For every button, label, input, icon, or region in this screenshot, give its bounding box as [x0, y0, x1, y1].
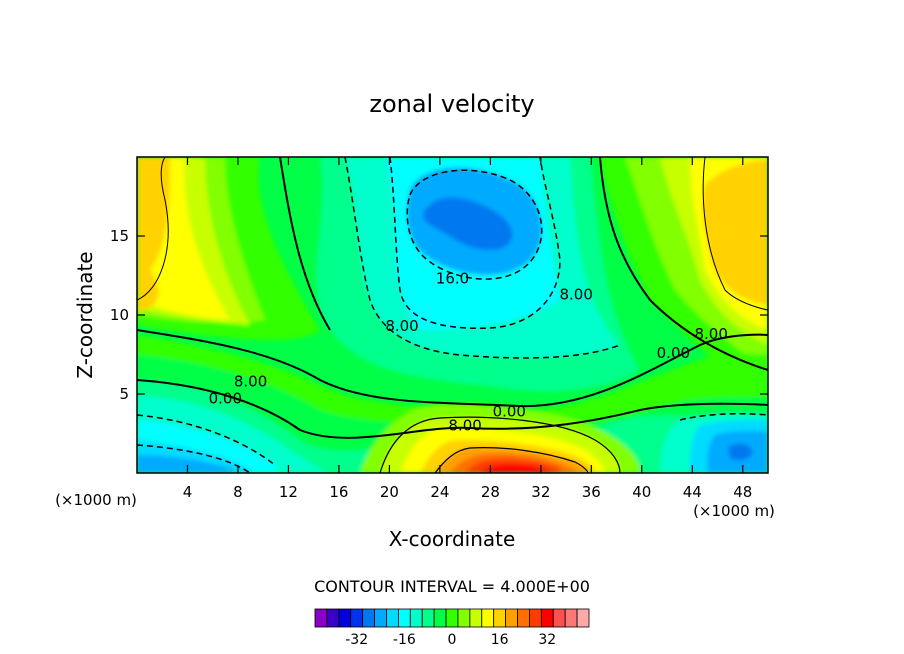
contour-label-group: 0.00	[209, 390, 242, 408]
x-tick-label: 44	[683, 483, 702, 501]
colorbar-swatch	[326, 608, 340, 628]
x-unit-label-right: (×1000 m)	[693, 502, 775, 520]
x-tick-label: 40	[632, 483, 651, 501]
colorbar-tick-label: -16	[393, 632, 416, 648]
contour-label: 0.00	[209, 390, 242, 408]
x-tick-label: 4	[183, 483, 193, 501]
x-tick-label: 24	[430, 483, 449, 501]
contour-line	[434, 447, 589, 473]
contour-lines	[137, 157, 768, 473]
colorbar-swatch	[421, 608, 435, 628]
x-tick-label: 16	[329, 483, 348, 501]
contour-label: 8.00	[448, 417, 481, 435]
contour-label-group: 8.00	[695, 325, 728, 343]
contour-line	[702, 157, 768, 311]
contour-label-group: 8.00	[385, 317, 418, 335]
contour-label: 8.00	[695, 325, 728, 343]
colorbar-swatch	[576, 608, 590, 628]
colorbar-tick-label: 16	[491, 632, 509, 648]
contour-label: 8.00	[385, 317, 418, 335]
plot-area: 16.08.008.00 8.000.008.000.000.008.00	[137, 157, 768, 473]
contour-interval-note: CONTOUR INTERVAL = 4.000E+00	[314, 577, 590, 596]
y-tick-label: 10	[110, 306, 129, 324]
contour-label-group: 8.00	[448, 417, 481, 435]
colorbar-swatch	[350, 608, 364, 628]
x-axis: 4 8 12 16 20 24 28 32 36 40 44 48	[183, 157, 752, 501]
colorbar-swatch	[374, 608, 387, 628]
contour-line	[406, 169, 543, 280]
colorbar-swatch	[314, 608, 328, 628]
contour-line	[389, 157, 561, 329]
colorbar-swatch	[493, 608, 507, 628]
colorbar-swatch	[409, 608, 423, 628]
velocity-field	[137, 157, 768, 473]
contour-line	[137, 329, 768, 408]
contour-line	[137, 414, 276, 466]
x-tick-label: 48	[733, 483, 752, 501]
colorbar-swatch	[564, 608, 578, 628]
colorbar-tick-label: 32	[538, 632, 556, 648]
contour-line	[279, 157, 331, 331]
colorbar-swatch	[386, 608, 399, 628]
colorbar: -32 -16 0 16 32	[314, 608, 590, 648]
contour-label-group: 16.0	[436, 270, 469, 288]
contour-label: 0.00	[657, 344, 690, 362]
x-tick-label: 36	[582, 483, 601, 501]
contour-label-group: 0.00	[657, 344, 690, 362]
contour-label-group: 8.00	[234, 372, 267, 390]
x-tick-label: 32	[531, 483, 550, 501]
x-tick-label: 12	[279, 483, 298, 501]
colorbar-tick-label: 0	[448, 632, 457, 648]
colorbar-swatch	[469, 608, 483, 628]
contour-label: 8.00	[559, 285, 592, 303]
colorbar-swatch	[362, 608, 375, 628]
contour-line	[679, 413, 768, 421]
contour-label: 8.00	[234, 372, 267, 390]
contour-label-group: 0.00	[493, 402, 526, 420]
contour-labels: 16.08.008.00 8.000.008.000.000.008.00	[209, 270, 728, 435]
contour-label-group: 8.00	[559, 285, 592, 303]
x-unit-label-left: (×1000 m)	[55, 491, 137, 509]
contour-line	[137, 444, 251, 473]
contour-line	[137, 379, 768, 439]
x-tick-label: 20	[380, 483, 399, 501]
y-axis: 5 10 15	[110, 227, 768, 403]
colorbar-swatch	[505, 608, 518, 628]
chart-title: zonal velocity	[369, 90, 534, 118]
colorbar-swatch	[481, 608, 495, 628]
y-tick-label: 5	[119, 385, 129, 403]
colorbar-swatch	[457, 608, 471, 628]
contour-line	[599, 157, 768, 371]
colorbar-swatch	[338, 608, 352, 628]
x-tick-label: 28	[481, 483, 500, 501]
contour-line	[344, 157, 621, 359]
contour-line	[379, 416, 621, 473]
colorbar-swatch	[433, 608, 447, 628]
colorbar-swatch	[529, 608, 542, 628]
colorbar-swatch	[517, 608, 530, 628]
colorbar-tick-label: -32	[345, 632, 368, 648]
x-tick-label: 8	[233, 483, 243, 501]
colorbar-swatch	[397, 608, 411, 628]
colorbar-swatch	[540, 608, 554, 628]
colorbar-swatch	[445, 608, 459, 628]
y-tick-label: 15	[110, 227, 129, 245]
y-axis-title: Z-coordinate	[73, 251, 97, 378]
contour-line	[137, 157, 169, 301]
x-axis-title: X-coordinate	[389, 527, 516, 551]
colorbar-swatch	[552, 608, 566, 628]
contour-label: 16.0	[436, 270, 469, 288]
contour-label: 0.00	[493, 402, 526, 420]
